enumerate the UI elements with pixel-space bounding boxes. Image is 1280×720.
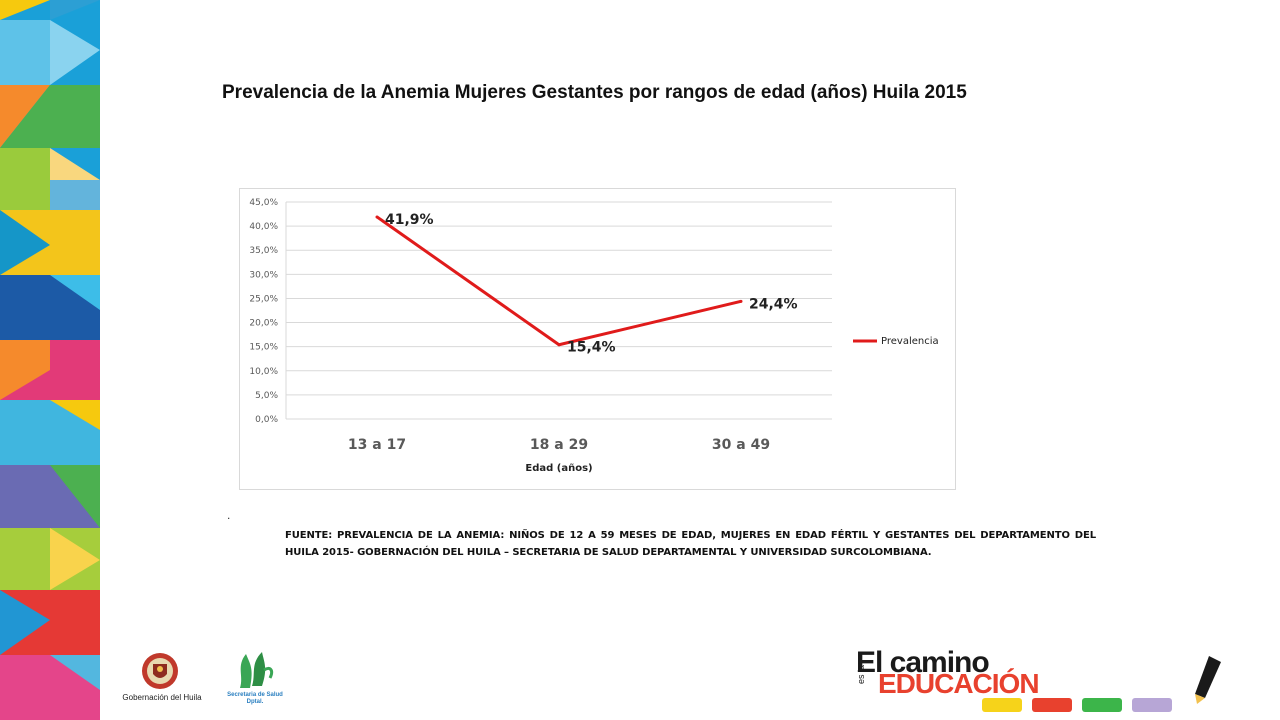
- y-tick-label: 25,0%: [249, 294, 278, 304]
- data-point: [375, 215, 379, 219]
- educacion-logo-line1: El camino: [856, 646, 990, 679]
- secretaria-emblem-icon: [240, 652, 274, 688]
- gobernacion-label: Gobernación del Huila: [122, 693, 202, 702]
- secretaria-label-line2: Dptal.: [246, 699, 264, 705]
- y-tick-label: 20,0%: [249, 319, 278, 329]
- y-tick-label: 30,0%: [249, 270, 278, 280]
- educacion-logo: El camino es la EDUCACIÓN: [852, 646, 1232, 720]
- chart-frame: 0,0% 5,0% 10,0% 15,0% 20,0% 25,0% 30,0% 35,0% 40…: [239, 188, 956, 490]
- decorative-mosaic-strip: [0, 0, 100, 720]
- data-label: 15,4%: [567, 340, 616, 356]
- y-tick-label: 35,0%: [249, 246, 278, 256]
- y-tick-label: 10,0%: [249, 367, 278, 377]
- educacion-logo-esla: es la: [856, 664, 866, 684]
- data-label: 41,9%: [385, 212, 434, 228]
- x-tick-label: 30 a 49: [712, 437, 770, 453]
- line-chart: 0,0% 5,0% 10,0% 15,0% 20,0% 25,0% 30,0% 35,0% 40…: [249, 198, 939, 474]
- edu-block-yellow: [982, 698, 1022, 712]
- y-tick-label: 45,0%: [249, 198, 278, 208]
- x-axis-label: Edad (años): [525, 463, 592, 474]
- edu-block-purple: [1132, 698, 1172, 712]
- y-tick-label: 40,0%: [249, 222, 278, 232]
- edu-block-red: [1032, 698, 1072, 712]
- secretaria-logo: Secretaria de Salud Dptal.: [220, 648, 290, 710]
- educacion-logo-line2: EDUCACIÓN: [878, 668, 1040, 699]
- series-line-prevalencia: [376, 215, 742, 347]
- y-tick-label: 15,0%: [249, 343, 278, 353]
- legend-label: Prevalencia: [881, 336, 939, 347]
- educacion-logo-blocks: [982, 698, 1182, 714]
- stray-dot: .: [227, 508, 231, 522]
- edu-block-green: [1082, 698, 1122, 712]
- secretaria-label-line1: Secretaria de Salud: [227, 692, 283, 698]
- y-tick-label: 5,0%: [255, 391, 278, 401]
- y-tick-label: 0,0%: [255, 415, 278, 425]
- coat-of-arms-icon: [142, 653, 178, 689]
- data-label: 24,4%: [749, 296, 798, 312]
- source-note: FUENTE: PREVALENCIA DE LA ANEMIA: NIÑOS …: [285, 530, 1096, 558]
- page-title: Prevalencia de la Anemia Mujeres Gestant…: [222, 82, 967, 103]
- x-tick-label: 18 a 29: [530, 437, 588, 453]
- x-tick-label: 13 a 17: [348, 437, 406, 453]
- secretaria-label: Secretaria de Salud Dptal.: [220, 692, 290, 706]
- gobernacion-logo: Gobernación del Huila: [112, 650, 212, 710]
- data-point: [557, 343, 561, 347]
- pencil-icon: [1195, 656, 1221, 704]
- data-point: [739, 299, 743, 303]
